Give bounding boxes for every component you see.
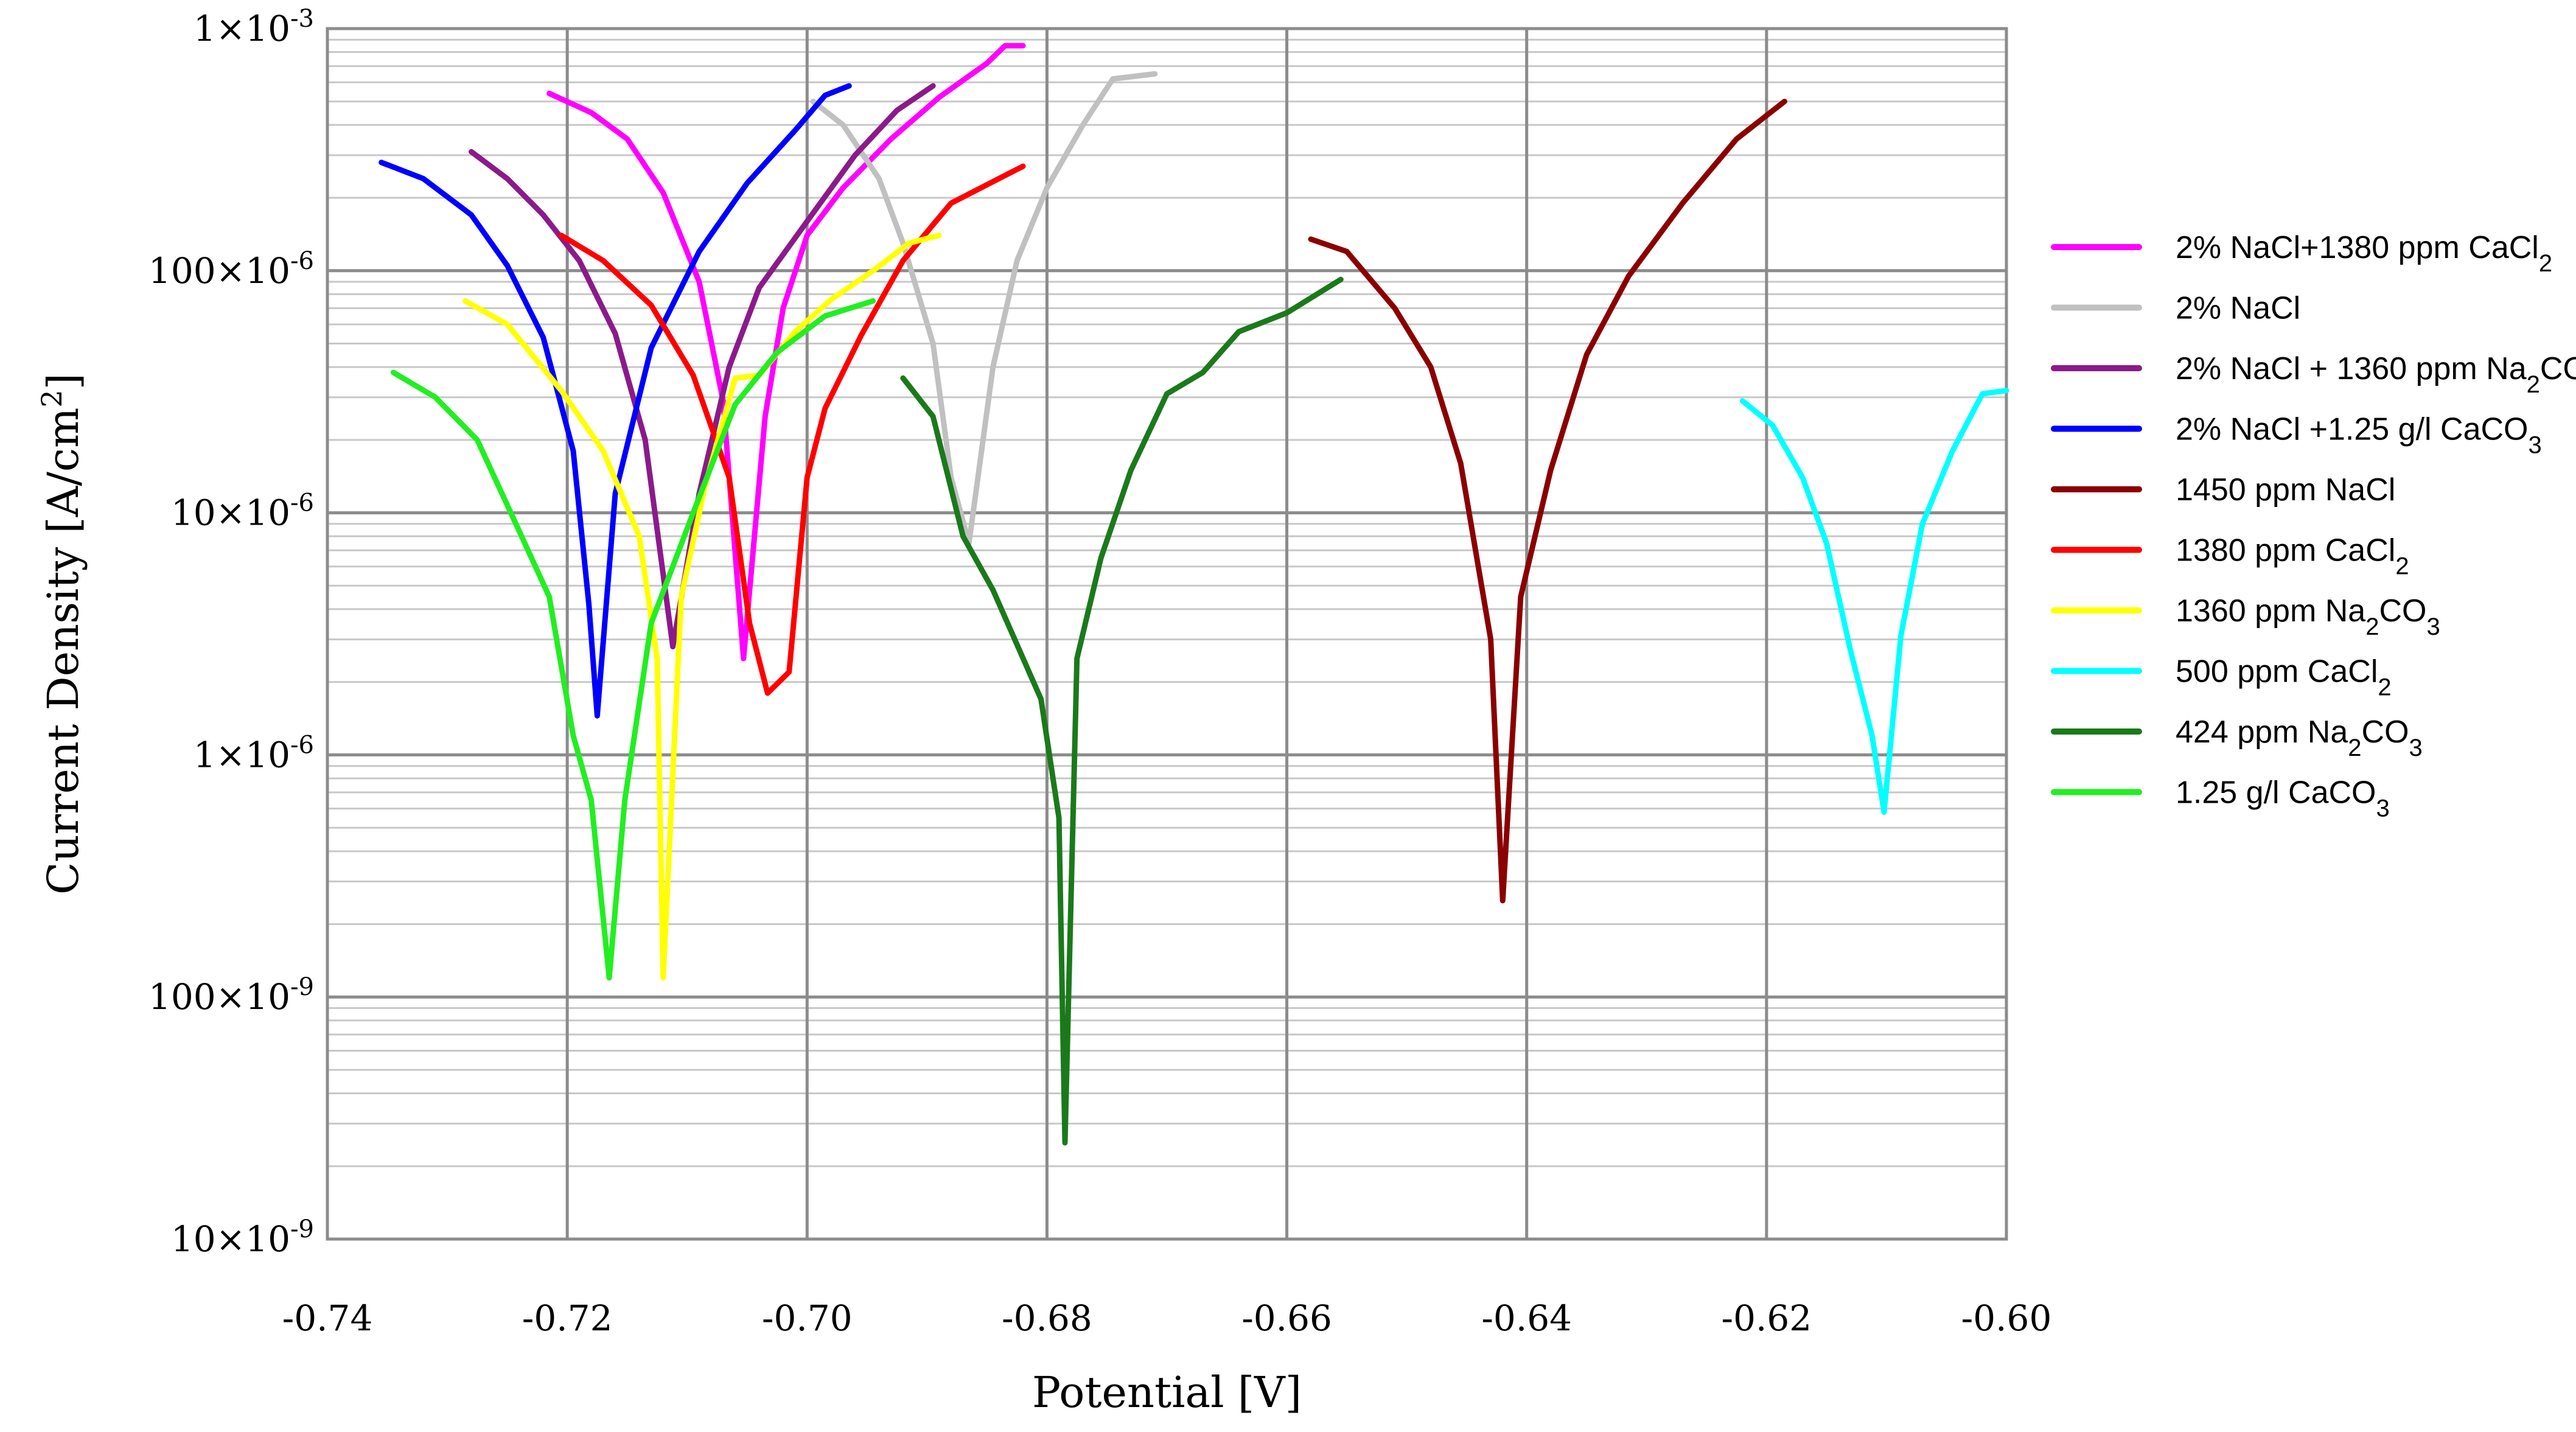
legend-label: 1450 ppm NaCl	[2176, 472, 2395, 508]
series-line-7	[462, 232, 942, 981]
plot-area-frame	[326, 27, 2008, 1241]
series-line-9	[900, 276, 1344, 1146]
x-tick-label: -0.66	[1241, 1298, 1332, 1339]
x-tick-label: -0.70	[762, 1298, 853, 1339]
x-tick-label: -0.62	[1721, 1298, 1812, 1339]
legend-label: 2% NaCl + 1360 ppm Na2CO3	[2176, 351, 2576, 398]
legend-label: 424 ppm Na2CO3	[2176, 714, 2423, 761]
legend: 2% NaCl+1380 ppm CaCl2 2% NaCl 2% NaCl + 1…	[2051, 230, 2576, 822]
series-line-1	[546, 43, 1026, 662]
x-tick-labels: -0.74 -0.72 -0.70 -0.68 -0.66 -0.64 -0.62 -0.60	[282, 1298, 2052, 1339]
x-tick-label: -0.64	[1481, 1298, 1572, 1339]
y-tick-label: 100×10-6	[148, 247, 314, 292]
y-tick-label: 1×10-6	[194, 731, 314, 775]
grid	[326, 27, 2008, 1241]
x-axis-title: Potential [V]	[1032, 1367, 1302, 1417]
legend-label: 2% NaCl +1.25 g/l CaCO3	[2176, 412, 2542, 459]
series-line-8	[1739, 388, 2009, 815]
legend-label: 2% NaCl+1380 ppm CaCl2	[2176, 230, 2552, 277]
x-tick-label: -0.74	[282, 1298, 373, 1339]
series-line-5	[1308, 99, 1787, 904]
x-tick-label: -0.68	[1002, 1298, 1092, 1339]
legend-label: 1.25 g/l CaCO3	[2176, 775, 2390, 822]
y-tick-label: 1×10-3	[194, 5, 314, 49]
legend-label: 2% NaCl	[2176, 291, 2300, 326]
legend-label: 1360 ppm Na2CO3	[2176, 593, 2440, 640]
y-axis-title: Current Density [A/cm2]	[35, 373, 88, 895]
series-group	[379, 43, 2009, 1146]
x-tick-label: -0.60	[1961, 1298, 2052, 1339]
y-tick-label: 100×10-9	[148, 973, 314, 1018]
legend-label: 500 ppm CaCl2	[2176, 654, 2392, 701]
y-tick-label: 10×10-6	[171, 489, 314, 534]
y-tick-label: 10×10-9	[171, 1215, 314, 1260]
x-tick-label: -0.72	[522, 1298, 613, 1339]
y-tick-labels: 10×10-9 100×10-9 1×10-6 10×10-6 100×10-6 1×10…	[148, 5, 314, 1260]
series-line-10	[390, 298, 876, 981]
legend-label: 1380 ppm CaCl2	[2176, 533, 2409, 580]
series-line-4	[379, 83, 852, 719]
series-line-6	[558, 163, 1026, 696]
